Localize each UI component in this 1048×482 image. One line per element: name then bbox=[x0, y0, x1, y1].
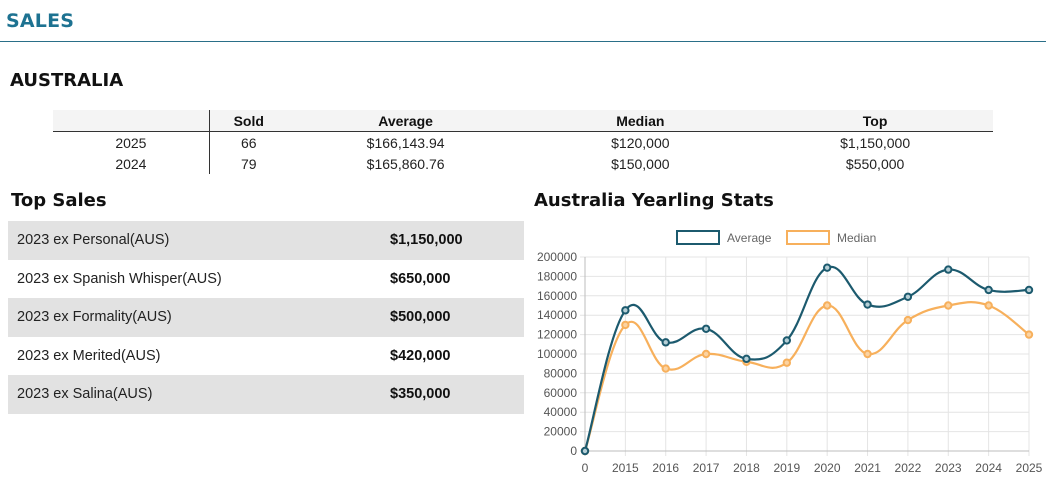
x-tick-label: 2016 bbox=[652, 461, 679, 475]
summary-sold: 79 bbox=[240, 155, 257, 172]
top-sale-price: $420,000 bbox=[390, 347, 451, 364]
data-point-median bbox=[782, 358, 792, 367]
top-sale-name: 2023 ex Spanish Whisper(AUS) bbox=[17, 270, 222, 287]
top-sales-title: Top Sales bbox=[11, 190, 107, 211]
data-point-average bbox=[984, 285, 993, 295]
data-point-median bbox=[822, 301, 832, 310]
x-tick-label: 2022 bbox=[895, 461, 922, 475]
data-point-median bbox=[621, 320, 630, 330]
x-tick-label: 2025 bbox=[1016, 461, 1043, 475]
y-tick-label: 60000 bbox=[544, 386, 578, 400]
summary-table: Sold Average Median Top 2025 66 $166,143… bbox=[53, 110, 993, 174]
data-point-average bbox=[903, 292, 913, 301]
x-tick-label: 0 bbox=[582, 461, 589, 475]
top-sale-price: $500,000 bbox=[390, 309, 451, 326]
top-sale-price: $350,000 bbox=[390, 386, 451, 403]
data-point-average bbox=[1024, 285, 1034, 295]
data-point-average bbox=[661, 338, 670, 347]
legend-label-median: Median bbox=[837, 231, 876, 245]
top-sale-row: 2023 ex Salina(AUS) $350,000 bbox=[8, 375, 524, 414]
x-tick-label: 2023 bbox=[935, 461, 962, 475]
x-tick-label: 2021 bbox=[854, 461, 881, 475]
legend-swatch-average bbox=[676, 230, 720, 245]
top-sale-price: $1,150,000 bbox=[390, 232, 463, 248]
top-sale-row: 2023 ex Formality(AUS) $500,000 bbox=[8, 298, 524, 337]
y-tick-label: 100000 bbox=[537, 347, 577, 361]
data-point-median bbox=[701, 349, 711, 359]
summary-col-sold: Sold bbox=[209, 110, 288, 132]
data-point-average bbox=[580, 446, 590, 456]
summary-year: 2025 bbox=[53, 131, 210, 153]
data-point-median bbox=[944, 301, 953, 310]
top-sale-row: 2023 ex Spanish Whisper(AUS) $650,000 bbox=[8, 260, 524, 299]
y-tick-label: 80000 bbox=[544, 366, 578, 380]
summary-row: 2025 66 $166,143.94 $120,000 $1,150,000 bbox=[53, 131, 993, 153]
summary-sold: 66 bbox=[240, 134, 257, 151]
top-sales-list: 2023 ex Personal(AUS) $1,150,000 2023 ex… bbox=[8, 221, 524, 414]
data-point-median bbox=[661, 364, 670, 373]
data-point-median bbox=[1024, 330, 1034, 339]
y-tick-label: 140000 bbox=[537, 308, 577, 322]
legend-label-average: Average bbox=[727, 231, 772, 245]
x-tick-label: 2017 bbox=[693, 461, 720, 475]
summary-median: $150,000 bbox=[611, 155, 670, 172]
top-sale-name: 2023 ex Formality(AUS) bbox=[17, 309, 172, 326]
top-sale-name: 2023 ex Merited(AUS) bbox=[17, 347, 161, 364]
data-point-average bbox=[621, 306, 630, 315]
data-point-median bbox=[863, 349, 872, 359]
top-sale-name: 2023 ex Personal(AUS) bbox=[17, 232, 170, 248]
summary-top: $550,000 bbox=[845, 155, 905, 172]
summary-average: $166,143.94 bbox=[366, 134, 445, 151]
series-line-average bbox=[583, 265, 1030, 452]
yearling-stats-chart: 0 20000 40000 60000 80000 100000 120000 140000 1… bbox=[537, 230, 1043, 475]
top-sale-name: 2023 ex Salina(AUS) bbox=[17, 386, 153, 403]
y-tick-label: 160000 bbox=[537, 289, 577, 303]
summary-row: 2024 79 $165,860.76 $150,000 $550,000 bbox=[53, 153, 993, 174]
summary-median: $120,000 bbox=[611, 134, 670, 151]
summary-average: $165,860.76 bbox=[366, 155, 445, 172]
x-tick-label: 2020 bbox=[814, 461, 841, 475]
x-tick-label: 2018 bbox=[733, 461, 760, 475]
top-sale-row: 2023 ex Personal(AUS) $1,150,000 bbox=[8, 221, 524, 260]
y-tick-label: 200000 bbox=[537, 250, 577, 264]
chart-section-title: Australia Yearling Stats bbox=[534, 190, 774, 211]
top-sale-row: 2023 ex Merited(AUS) $420,000 bbox=[8, 337, 524, 376]
summary-year: 2024 bbox=[53, 153, 210, 174]
data-point-average bbox=[863, 300, 872, 309]
data-point-median bbox=[903, 315, 913, 325]
summary-col-average: Average bbox=[287, 110, 524, 132]
x-tick-label: 2024 bbox=[975, 461, 1002, 475]
data-point-average bbox=[944, 265, 953, 274]
top-sale-price: $650,000 bbox=[390, 270, 451, 287]
y-tick-label: 180000 bbox=[537, 269, 577, 283]
legend-swatch-median bbox=[786, 230, 830, 245]
x-tick-label: 2019 bbox=[773, 461, 800, 475]
summary-col-top: Top bbox=[757, 110, 993, 132]
data-point-average bbox=[822, 263, 832, 272]
series-line-median bbox=[583, 301, 1030, 452]
y-tick-label: 120000 bbox=[537, 328, 577, 342]
data-point-median bbox=[984, 301, 993, 310]
summary-col-year bbox=[53, 110, 210, 132]
x-tick-label: 2015 bbox=[612, 461, 639, 475]
page-header: SALES bbox=[0, 0, 1046, 42]
data-point-average bbox=[782, 336, 792, 345]
y-tick-label: 40000 bbox=[544, 405, 578, 419]
y-tick-label: 20000 bbox=[544, 425, 578, 439]
data-point-average bbox=[701, 324, 711, 333]
data-point-average bbox=[742, 354, 751, 364]
summary-header-row: Sold Average Median Top bbox=[53, 110, 993, 132]
region-title: AUSTRALIA bbox=[10, 70, 124, 91]
summary-top: $1,150,000 bbox=[840, 134, 911, 151]
y-tick-label: 0 bbox=[570, 444, 577, 458]
summary-col-median: Median bbox=[523, 110, 758, 132]
page-title: SALES bbox=[6, 10, 75, 32]
